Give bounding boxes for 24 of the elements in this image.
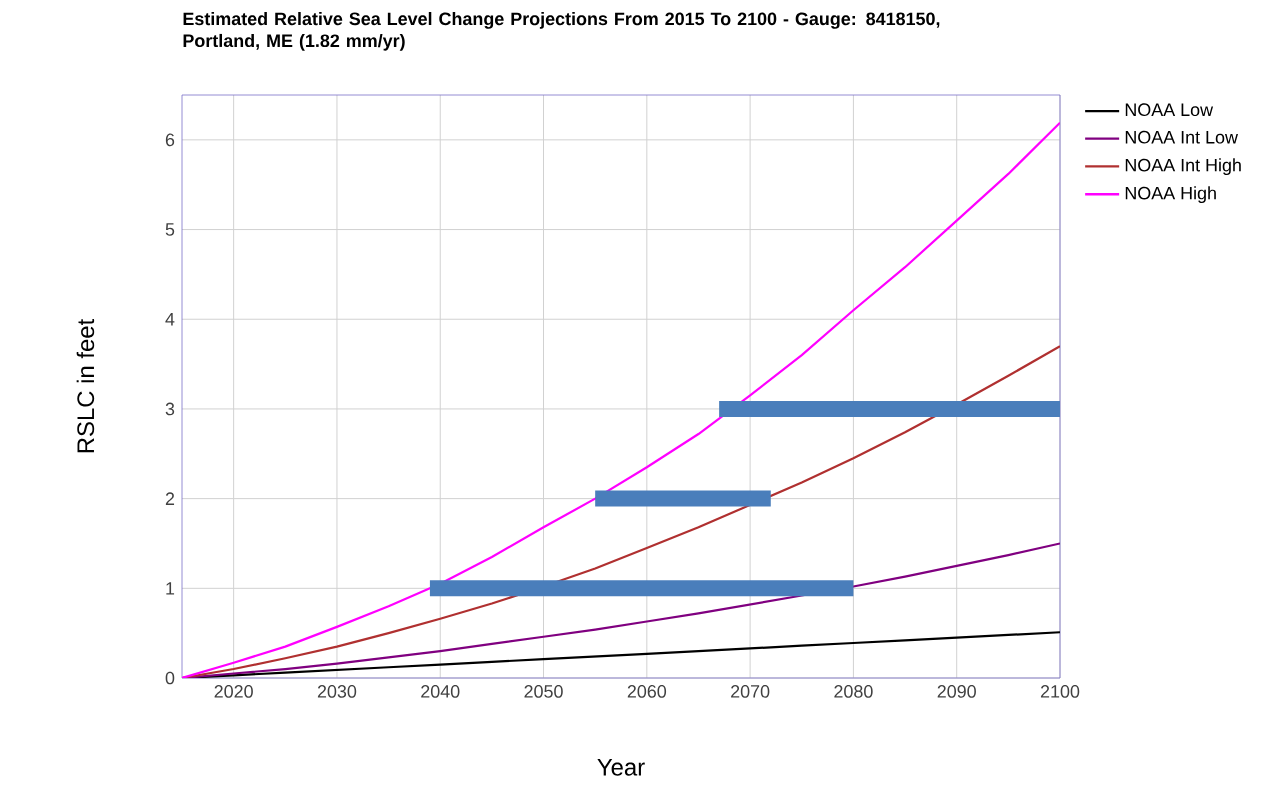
y-tick-label: 2	[165, 492, 175, 505]
x-tick-label: 2090	[937, 685, 976, 698]
y-axis-title: RSLC in feet	[76, 318, 95, 453]
y-tick-label: 3	[165, 402, 175, 416]
x-tick-label: 2080	[834, 685, 873, 698]
y-tick-label: 5	[165, 223, 175, 236]
legend-label: NOAA Low	[1125, 103, 1214, 117]
y-tick-label: 4	[165, 313, 175, 326]
y-tick-label: 0	[165, 671, 175, 685]
legend-label: NOAA High	[1125, 186, 1216, 203]
y-tick-label: 1	[166, 582, 175, 595]
x-tick-label: 2040	[421, 685, 460, 698]
x-tick-label: 2030	[317, 685, 357, 698]
x-axis-title: Year	[597, 759, 645, 776]
chart-title: Estimated Relative Sea Level Change Projections From 2015 To 2100 - Gauge: 8418150, Portland, ME (1.82 mm/yr)	[183, 12, 940, 51]
legend-label: NOAA Int High	[1125, 158, 1241, 176]
line-series	[182, 121, 1060, 678]
x-tick-label: 2050	[524, 685, 563, 698]
legend-label: NOAA Int Low	[1125, 130, 1238, 144]
x-tick-label: 2070	[731, 685, 770, 698]
x-tick-label: 2100	[1040, 685, 1080, 698]
x-tick-label: 2060	[627, 685, 667, 698]
y-tick-label: 6	[165, 133, 175, 147]
x-tick-label: 2020	[214, 685, 253, 698]
